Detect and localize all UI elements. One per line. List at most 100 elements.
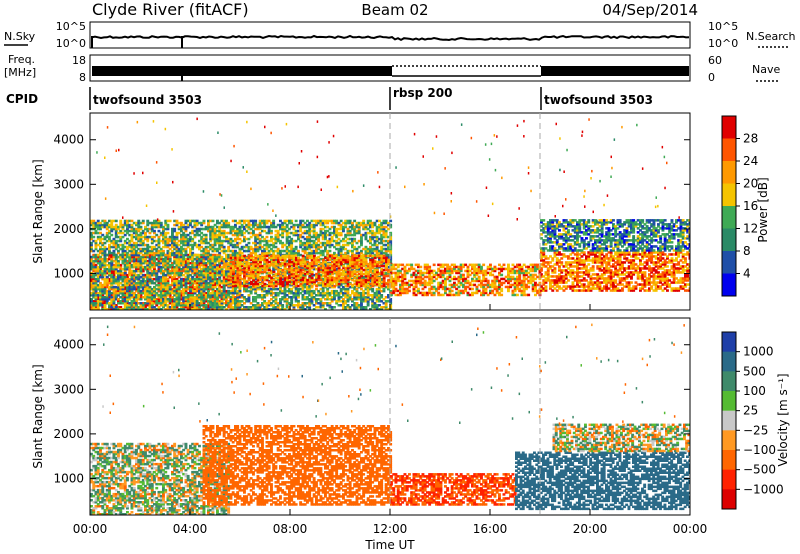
heatmap-cell — [285, 306, 289, 309]
heatmap-cell — [135, 255, 138, 259]
heatmap-cell — [94, 257, 98, 261]
heatmap-cell — [216, 219, 219, 223]
heatmap-cell — [114, 253, 118, 257]
heatmap-cell — [222, 261, 226, 265]
heatmap-cell — [198, 227, 201, 231]
heatmap-cell — [182, 223, 186, 227]
heatmap-cell — [321, 231, 325, 235]
heatmap-cell — [249, 235, 253, 239]
heatmap-cell — [193, 267, 197, 271]
heatmap-cell — [375, 308, 379, 310]
heatmap-cell — [173, 302, 177, 305]
heatmap-cell — [157, 294, 161, 297]
heatmap-cell — [265, 247, 269, 251]
heatmap-cell — [333, 289, 336, 293]
heatmap-cell — [130, 235, 134, 239]
heatmap-cell — [303, 302, 307, 305]
heatmap-cell — [371, 231, 375, 235]
heatmap-cell — [90, 306, 93, 309]
heatmap-cell — [123, 265, 127, 269]
heatmap-cell — [148, 308, 152, 310]
heatmap-cell — [346, 231, 350, 235]
heatmap-cell — [117, 245, 120, 249]
heatmap-cell — [139, 289, 143, 293]
heatmap-cell — [355, 287, 359, 291]
heatmap-cell — [328, 294, 332, 297]
heatmap-cell — [141, 235, 145, 239]
heatmap-cell — [141, 296, 145, 299]
heatmap-cell — [270, 289, 273, 293]
heatmap-cell — [310, 296, 314, 299]
heatmap-cell — [96, 219, 100, 223]
heatmap-cell — [324, 229, 327, 233]
heatmap-cell — [173, 273, 177, 277]
heatmap-cell — [184, 241, 188, 245]
heatmap-cell — [218, 281, 222, 285]
heatmap-cell — [171, 271, 174, 275]
heatmap-cell — [119, 223, 123, 227]
heatmap-cell — [182, 306, 186, 309]
heatmap-cell — [360, 237, 363, 241]
heatmap-cell — [180, 296, 183, 299]
heatmap-cell — [218, 243, 222, 247]
heatmap-cell — [177, 287, 181, 291]
heatmap-cell — [348, 294, 352, 297]
heatmap-cell — [175, 255, 179, 259]
heatmap-cell — [186, 259, 190, 263]
heatmap-cell — [321, 304, 325, 307]
heatmap-cell — [123, 277, 127, 281]
heatmap-cell — [117, 255, 120, 259]
heatmap-cell — [186, 223, 190, 227]
heatmap-cell — [94, 221, 98, 225]
heatmap-cell — [294, 291, 298, 295]
heatmap-cell — [234, 306, 237, 309]
heatmap-cell — [319, 249, 323, 253]
heatmap-cell — [195, 308, 199, 310]
heatmap-cell — [308, 285, 312, 289]
heatmap-cell — [110, 223, 114, 227]
heatmap-cell — [96, 300, 100, 303]
heatmap-cell — [375, 249, 379, 253]
heatmap-cell — [126, 251, 129, 255]
heatmap-cell — [227, 302, 231, 305]
heatmap-cell — [335, 235, 339, 239]
heatmap-cell — [283, 221, 287, 225]
heatmap-cell — [308, 225, 312, 229]
heatmap-cell — [312, 265, 316, 269]
heatmap-cell — [200, 269, 204, 273]
heatmap-cell — [123, 300, 127, 303]
heatmap-cell — [137, 261, 141, 265]
heatmap-cell — [301, 308, 305, 310]
nave-tick-bottom: 0 — [708, 71, 715, 84]
heatmap-cell — [371, 302, 375, 305]
heatmap-cell — [204, 281, 208, 285]
heatmap-cell — [263, 251, 267, 255]
heatmap-cell — [200, 249, 204, 253]
heatmap-cell — [321, 233, 325, 237]
heatmap-cell — [103, 304, 107, 307]
heatmap-cell — [121, 289, 125, 293]
heatmap-cell — [180, 227, 183, 231]
heatmap-cell — [180, 308, 183, 310]
heatmap-cell — [180, 291, 183, 295]
freq-unit-label: [MHz] — [4, 66, 36, 79]
heatmap-cell — [155, 294, 159, 297]
heatmap-cell — [324, 247, 327, 251]
heatmap-cell — [290, 296, 294, 299]
heatmap-cell — [247, 271, 251, 275]
heatmap-cell — [130, 247, 134, 251]
heatmap-cell — [202, 219, 206, 223]
heatmap-cell — [229, 237, 233, 241]
heatmap-cell — [114, 275, 118, 279]
heatmap-cell — [265, 239, 269, 243]
heatmap-cell — [265, 219, 269, 223]
heatmap-cell — [371, 221, 375, 225]
heatmap-cell — [114, 285, 118, 289]
heatmap-cell — [164, 233, 168, 237]
heatmap-cell — [274, 233, 278, 237]
heatmap-cell — [110, 241, 114, 245]
heatmap-cell — [189, 249, 192, 253]
heatmap-cell — [92, 277, 96, 281]
heatmap-cell — [229, 275, 233, 279]
heatmap-cell — [213, 255, 217, 259]
